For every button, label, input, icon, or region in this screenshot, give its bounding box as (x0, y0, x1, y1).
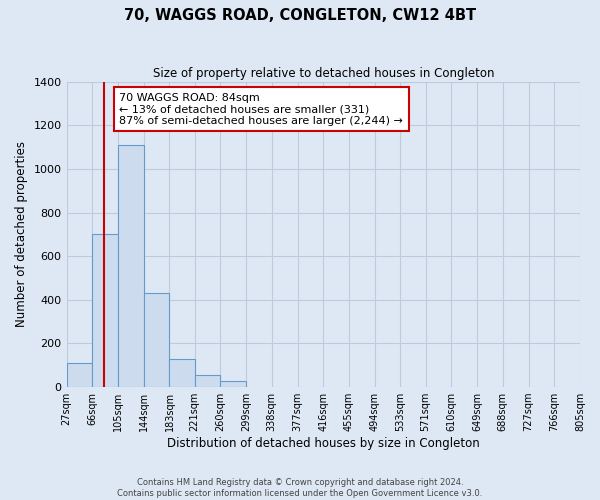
Text: 70 WAGGS ROAD: 84sqm
← 13% of detached houses are smaller (331)
87% of semi-deta: 70 WAGGS ROAD: 84sqm ← 13% of detached h… (119, 92, 403, 126)
Bar (169, 358, 195, 387)
Bar (67, 363, 92, 387)
Bar (144, 294, 169, 387)
Y-axis label: Number of detached properties: Number of detached properties (15, 142, 28, 328)
X-axis label: Distribution of detached houses by size in Congleton: Distribution of detached houses by size … (167, 437, 479, 450)
Bar (118, 145, 144, 387)
Bar (194, 375, 220, 387)
Bar (92, 234, 118, 387)
Bar (220, 380, 246, 387)
Text: 70, WAGGS ROAD, CONGLETON, CW12 4BT: 70, WAGGS ROAD, CONGLETON, CW12 4BT (124, 8, 476, 22)
Title: Size of property relative to detached houses in Congleton: Size of property relative to detached ho… (152, 68, 494, 80)
Text: Contains HM Land Registry data © Crown copyright and database right 2024.
Contai: Contains HM Land Registry data © Crown c… (118, 478, 482, 498)
